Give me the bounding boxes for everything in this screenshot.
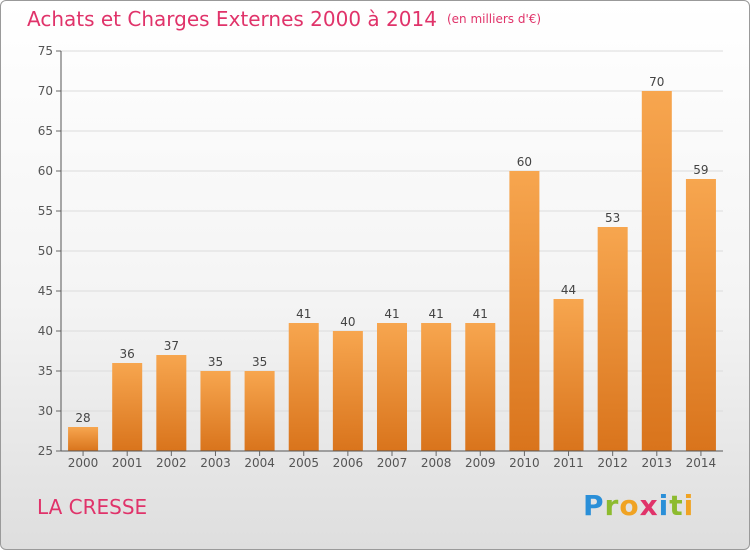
logo-letter: x [639, 489, 659, 522]
bar-2013 [641, 91, 672, 451]
bar-2001 [112, 363, 143, 451]
y-tick-label: 45 [38, 284, 53, 298]
location-name: LA CRESSE [37, 495, 148, 519]
x-tick-label-2001: 2001 [112, 456, 143, 470]
x-tick-label-2005: 2005 [288, 456, 319, 470]
logo-letter: i [658, 489, 670, 522]
value-label-2008: 41 [428, 307, 443, 321]
y-tick-label: 30 [38, 404, 53, 418]
chart-subtitle: (en milliers d'€) [446, 12, 542, 26]
y-tick-label: 60 [38, 164, 53, 178]
axes: 25 30 35 40 45 50 55 60 65 70 75 2000 2001 2002 2003 20… [38, 44, 723, 470]
value-label-2001: 36 [120, 347, 135, 361]
bar-2009 [465, 323, 496, 451]
x-tick-label-2007: 2007 [377, 456, 408, 470]
x-tick-label-2014: 2014 [686, 456, 717, 470]
chart-title: Achats et Charges Externes 2000 à 2014 (e… [27, 7, 541, 31]
bar-2007 [376, 323, 408, 451]
bar-2008 [421, 323, 452, 451]
y-tick-label: 25 [38, 444, 53, 458]
bars: 28 36 37 35 35 41 40 41 41 41 60 44 53 70 59 [68, 75, 716, 451]
x-tick-label-2012: 2012 [597, 456, 628, 470]
value-label-2009: 41 [473, 307, 488, 321]
logo-letter: i [683, 489, 695, 522]
bar-2002 [156, 355, 187, 451]
y-tick-label: 50 [38, 244, 53, 258]
value-label-2014: 59 [693, 163, 708, 177]
x-tick-label-2006: 2006 [333, 456, 364, 470]
bar-2000 [68, 427, 99, 451]
x-tick-label-2010: 2010 [509, 456, 540, 470]
x-tick-label-2004: 2004 [244, 456, 275, 470]
value-label-2004: 35 [252, 355, 267, 369]
value-label-2006: 40 [340, 315, 355, 329]
chart-title-text: Achats et Charges Externes 2000 à 2014 [27, 7, 437, 31]
value-label-2002: 37 [164, 339, 179, 353]
logo-letter: r [604, 489, 620, 522]
bar-2004 [244, 371, 275, 451]
value-label-2000: 28 [75, 411, 90, 425]
value-label-2011: 44 [561, 283, 576, 297]
proxiti-logo: Proxiti [583, 489, 694, 522]
x-tick-label-2003: 2003 [200, 456, 231, 470]
value-label-2003: 35 [208, 355, 223, 369]
x-tick-label-2013: 2013 [642, 456, 673, 470]
bar-2003 [200, 371, 231, 451]
bar-2012 [597, 227, 628, 451]
y-tick-label: 40 [38, 324, 53, 338]
x-tick-label-2002: 2002 [156, 456, 187, 470]
x-tick-label-2009: 2009 [465, 456, 496, 470]
value-label-2013: 70 [649, 75, 664, 89]
value-label-2007: 41 [384, 307, 399, 321]
value-label-2005: 41 [296, 307, 311, 321]
logo-letter: o [619, 489, 640, 522]
x-tick-label-2000: 2000 [68, 456, 99, 470]
bar-2005 [288, 323, 319, 451]
y-tick-label: 35 [38, 364, 53, 378]
logo-letter: P [583, 489, 605, 522]
y-tick-label: 75 [38, 44, 53, 58]
y-tick-label: 65 [38, 124, 53, 138]
bar-2006 [332, 331, 363, 451]
y-tick-label: 55 [38, 204, 53, 218]
logo-letter: t [669, 489, 684, 522]
y-tick-label: 70 [38, 84, 53, 98]
bar-2010 [509, 171, 540, 451]
bar-2011 [553, 299, 584, 451]
x-tick-label-2011: 2011 [553, 456, 584, 470]
value-label-2012: 53 [605, 211, 620, 225]
x-tick-label-2008: 2008 [421, 456, 452, 470]
value-label-2010: 60 [517, 155, 532, 169]
bar-2014 [685, 179, 716, 451]
